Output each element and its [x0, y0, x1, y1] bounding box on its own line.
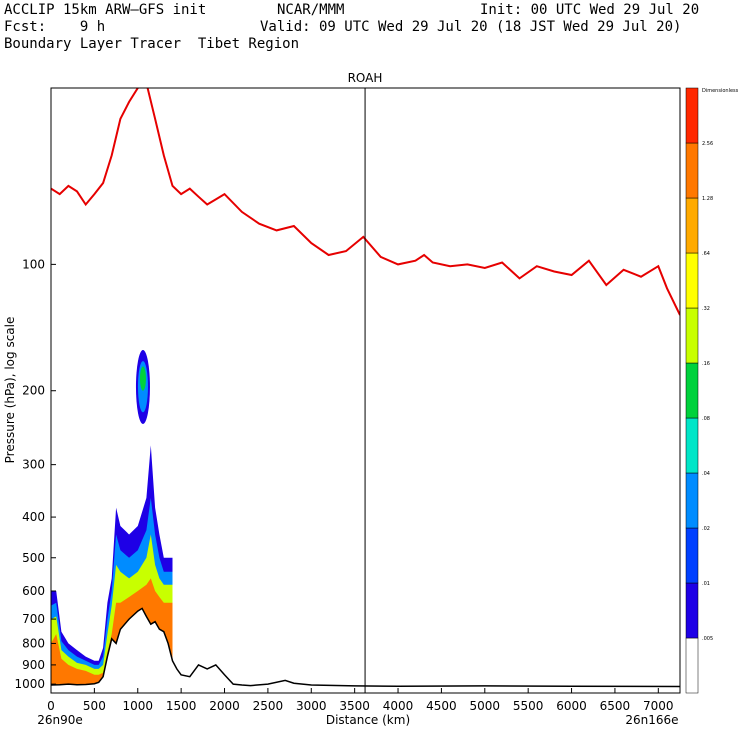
organization: NCAR/MMM [277, 2, 345, 18]
x-axis-label: Distance (km) [326, 713, 410, 727]
tracer-filament [139, 366, 146, 391]
y-tick-label: 500 [22, 551, 45, 565]
colorbar-swatch [685, 362, 699, 419]
colorbar-level-label: 2.56 [702, 141, 713, 147]
x-tick-label: 1500 [166, 699, 197, 713]
tropopause-line [51, 88, 680, 316]
colorbar-swatch [685, 472, 699, 529]
y-tick-label: 300 [22, 458, 45, 472]
colorbar-swatch [685, 637, 699, 694]
colorbar-level-label: .04 [702, 471, 710, 477]
tracer-contour-band [51, 578, 173, 685]
colorbar-level-label: .32 [702, 306, 710, 312]
y-axis-label: Pressure (hPa), log scale [3, 317, 17, 464]
x-tick-label: 3000 [296, 699, 327, 713]
colorbar-units-label: Dimensionless [702, 88, 739, 94]
y-tick-label: 200 [22, 384, 45, 398]
colorbar-level-label: .64 [702, 251, 710, 257]
forecast-hour: Fcst: 9 h [4, 19, 106, 35]
y-tick-label: 800 [22, 636, 45, 650]
colorbar-level-label: .08 [702, 416, 710, 422]
y-tick-label: 1000 [14, 677, 45, 691]
colorbar-swatch [685, 582, 699, 639]
colorbar-level-label: .16 [702, 361, 710, 367]
y-tick-label: 700 [22, 612, 45, 626]
start-point-label: 26n90e [37, 713, 83, 727]
x-tick-label: 7000 [643, 699, 674, 713]
colorbar-swatch [685, 197, 699, 254]
colorbar-swatch [685, 527, 699, 584]
x-tick-label: 500 [83, 699, 106, 713]
tracer-fill [51, 350, 173, 685]
chart-title: ROAH [348, 71, 383, 85]
tracer-contour-band [51, 497, 173, 685]
y-tick-label: 900 [22, 658, 45, 672]
valid-time: Valid: 09 UTC Wed 29 Jul 20 (18 JST Wed … [260, 19, 682, 35]
x-tick-label: 5000 [470, 699, 501, 713]
x-tick-label: 3500 [339, 699, 370, 713]
colorbar-swatch [685, 252, 699, 309]
x-tick-label: 2000 [209, 699, 240, 713]
x-tick-label: 6000 [556, 699, 587, 713]
end-point-label: 26n166e [625, 713, 678, 727]
product-name: Boundary Layer Tracer Tibet Region [4, 36, 300, 52]
x-tick-label: 1000 [122, 699, 153, 713]
x-tick-label: 4000 [383, 699, 414, 713]
tracer-contour-band [51, 534, 173, 685]
x-tick-label: 2500 [253, 699, 284, 713]
x-tick-label: 6500 [600, 699, 631, 713]
x-tick-label: 0 [47, 699, 55, 713]
colorbar-swatch [685, 87, 699, 144]
colorbar-level-label: .005 [702, 636, 713, 642]
colorbar-swatch [685, 307, 699, 364]
x-tick-label: 5500 [513, 699, 544, 713]
init-time: Init: 00 UTC Wed 29 Jul 20 [480, 2, 700, 18]
terrain-line [51, 607, 680, 688]
y-tick-label: 400 [22, 510, 45, 524]
colorbar-swatch [685, 142, 699, 199]
colorbar-level-label: .02 [702, 526, 710, 532]
model-line: ACCLIP 15km ARW—GFS init [4, 2, 207, 18]
y-tick-label: 600 [22, 584, 45, 598]
y-tick-label: 100 [22, 257, 45, 271]
colorbar: .005 .01 .02 .04 .08 .16 .32 .64 1.28 2.56 Dimensi… [685, 87, 739, 694]
colorbar-level-label: 1.28 [702, 196, 713, 202]
colorbar-level-label: .01 [702, 581, 710, 587]
x-tick-label: 4500 [426, 699, 457, 713]
colorbar-swatch [685, 417, 699, 474]
